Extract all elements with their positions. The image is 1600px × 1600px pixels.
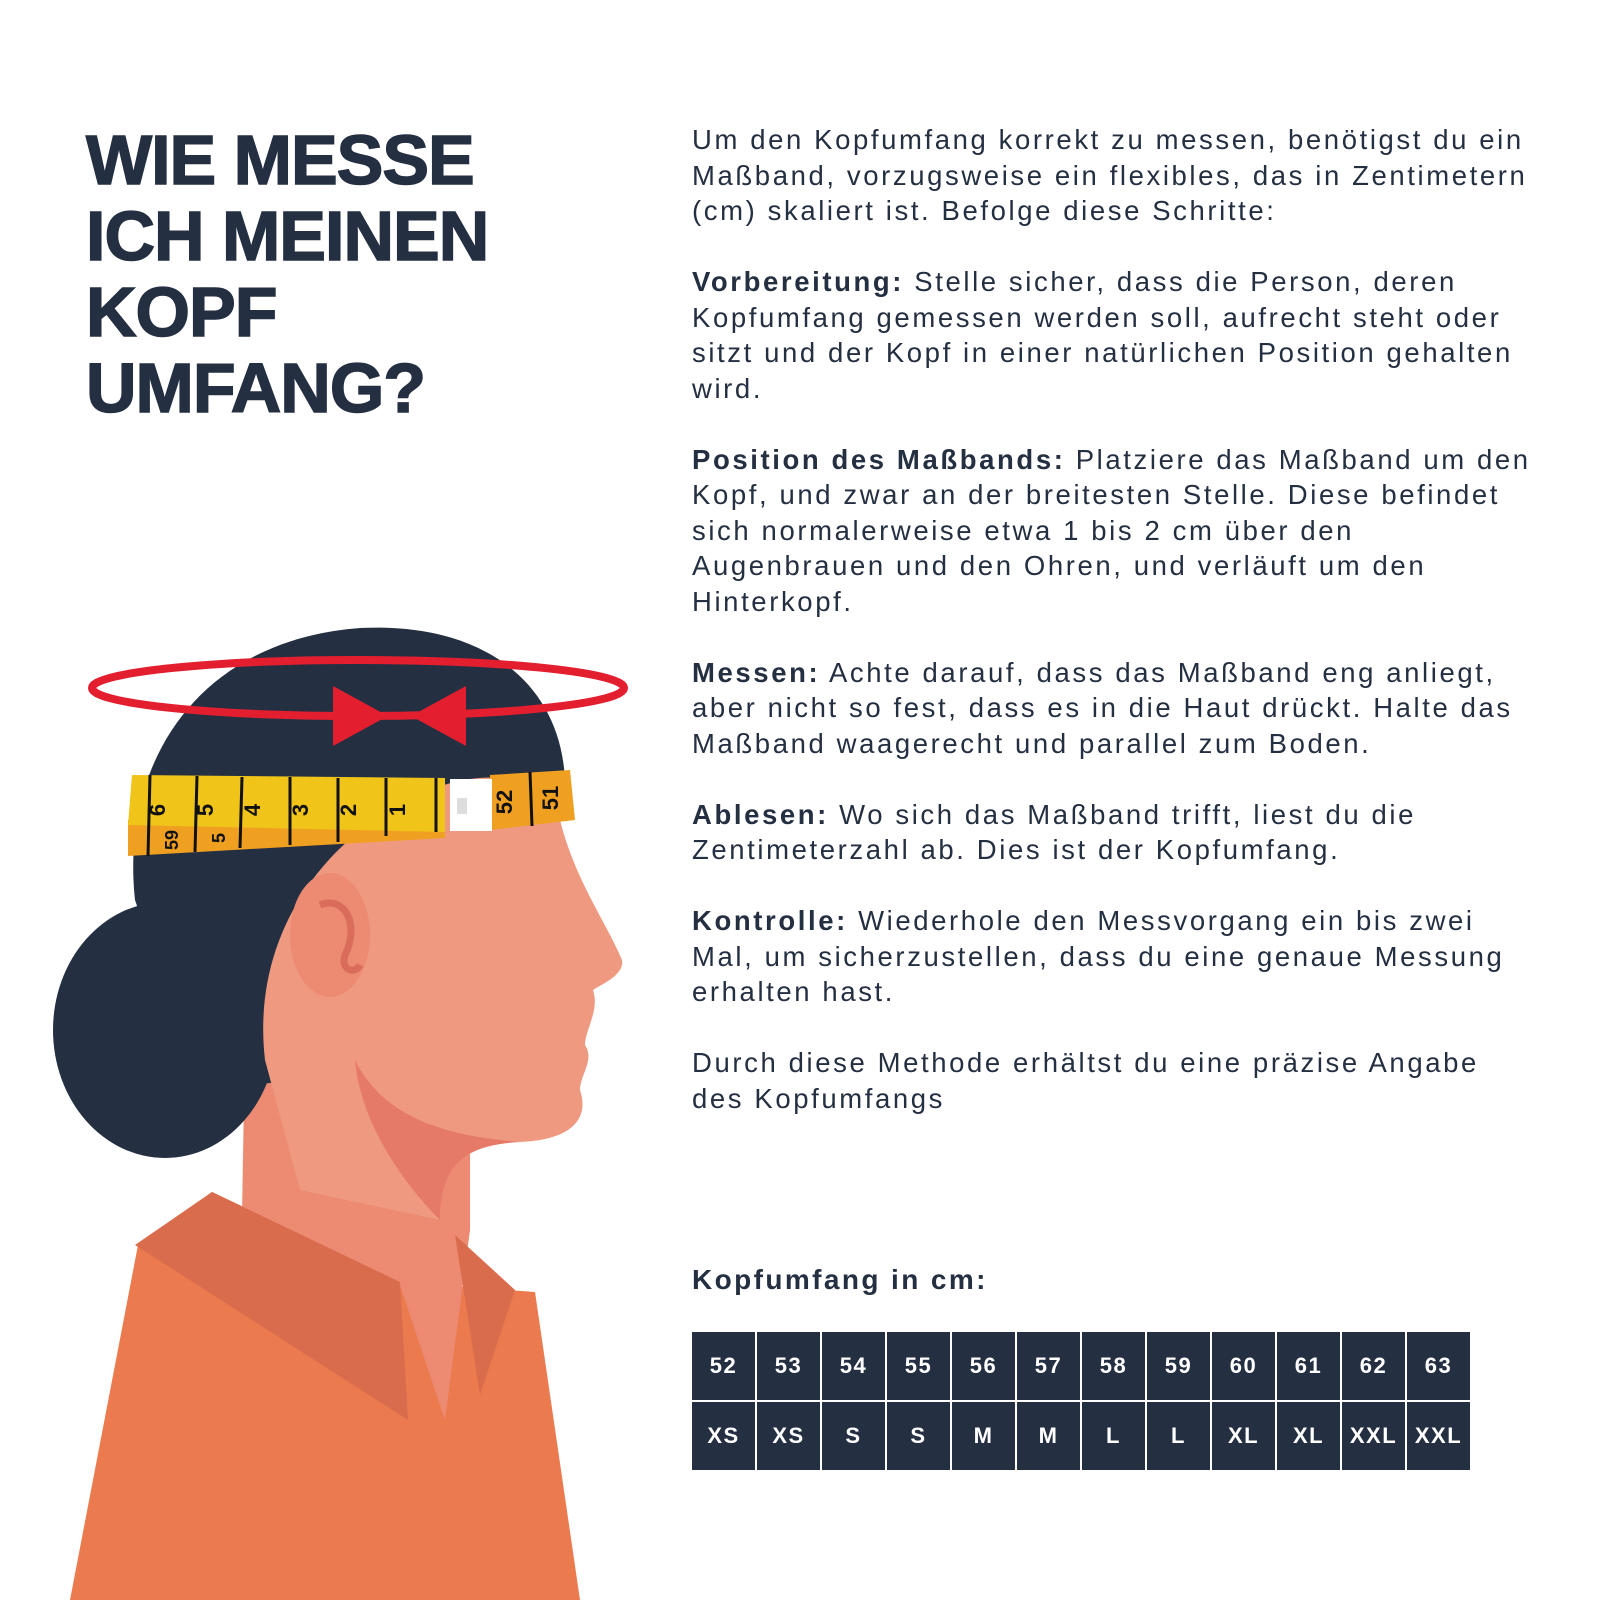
collar-left	[135, 1192, 408, 1420]
size-cell: L	[1082, 1402, 1145, 1470]
closing-text: Durch diese Methode erhältst du eine prä…	[692, 1047, 1479, 1114]
arrow-right-icon	[333, 686, 388, 746]
step-check: Kontrolle: Wiederhole den Messvorgang ei…	[692, 903, 1532, 1010]
size-cell: XS	[757, 1402, 820, 1470]
size-table-heading: Kopfumfang in cm:	[692, 1264, 988, 1295]
cm-cell: 60	[1212, 1332, 1275, 1400]
tape-mark: 6	[145, 804, 170, 816]
cm-cell: 58	[1082, 1332, 1145, 1400]
step-position: Position des Maßbands: Platziere das Maß…	[692, 442, 1532, 620]
arrow-left-icon	[411, 686, 466, 746]
tape-mark: 3	[288, 804, 313, 816]
tape-clip-slot	[457, 798, 467, 814]
step-read: Ablesen: Wo sich das Maßband trifft, lie…	[692, 797, 1532, 868]
tape-clip	[450, 779, 492, 831]
cm-cell: 54	[822, 1332, 885, 1400]
step-label: Ablesen:	[692, 798, 829, 830]
tape-mark: 2	[336, 804, 361, 816]
cm-cell: 57	[1017, 1332, 1080, 1400]
tape-mark: 51	[538, 786, 563, 810]
intro-text: Um den Kopfumfang korrekt zu messen, ben…	[692, 124, 1528, 226]
tape-mark: 59	[162, 830, 182, 850]
size-cell: XXL	[1342, 1402, 1405, 1470]
size-cell: M	[952, 1402, 1015, 1470]
instructions: Um den Kopfumfang korrekt zu messen, ben…	[692, 122, 1532, 1152]
size-cell: L	[1147, 1402, 1210, 1470]
cm-cell: 59	[1147, 1332, 1210, 1400]
cm-cell: 61	[1277, 1332, 1340, 1400]
ear-inner	[318, 899, 364, 974]
size-row: XS XS S S M M L L XL XL XXL XXL	[692, 1402, 1470, 1470]
cm-cell: 55	[887, 1332, 950, 1400]
cm-cell: 53	[757, 1332, 820, 1400]
step-measure: Messen: Achte darauf, dass das Maßband e…	[692, 655, 1532, 762]
collar-right	[455, 1235, 515, 1395]
cm-row: 52 53 54 55 56 57 58 59 60 61 62 63	[692, 1332, 1470, 1400]
step-text: Wiederhole den Messvorgang ein bis zwei …	[692, 905, 1505, 1007]
step-text: Achte darauf, dass das Maßband eng anlie…	[692, 656, 1513, 759]
tape-mark: 5	[193, 804, 218, 816]
tape-mark: 4	[240, 803, 265, 816]
size-cell: XL	[1212, 1402, 1275, 1470]
size-cell: S	[822, 1402, 885, 1470]
step-text: Platziere das Maßband um den Kopf, und z…	[692, 443, 1531, 617]
tape-mark: 5	[209, 833, 229, 843]
size-cell: XXL	[1407, 1402, 1470, 1470]
cm-cell: 63	[1407, 1332, 1470, 1400]
size-cell: S	[887, 1402, 950, 1470]
tape-front	[128, 775, 445, 832]
size-cell: XS	[692, 1402, 755, 1470]
cm-cell: 62	[1342, 1332, 1405, 1400]
page-title: WIE MESSE ICH MEINEN KOPF UMFANG?	[85, 121, 490, 427]
tape-mark: 52	[492, 790, 517, 814]
ear	[290, 873, 370, 997]
step-preparation: Vorbereitung: Stelle sicher, dass die Pe…	[692, 264, 1532, 406]
step-label: Messen:	[692, 656, 821, 688]
size-cell: XL	[1277, 1402, 1340, 1470]
tape-mark: 1	[385, 804, 410, 816]
step-label: Kontrolle:	[692, 905, 848, 936]
size-cell: M	[1017, 1402, 1080, 1470]
cm-cell: 56	[952, 1332, 1015, 1400]
step-label: Position des Maßbands:	[692, 443, 1066, 475]
jaw-shadow	[355, 1060, 520, 1220]
cm-cell: 52	[692, 1332, 755, 1400]
step-text: Wo sich das Maßband trifft, liest du die…	[692, 798, 1416, 866]
step-label: Vorbereitung:	[692, 266, 905, 297]
step-text: Stelle sicher, dass die Person, deren Ko…	[692, 266, 1513, 404]
size-table: 52 53 54 55 56 57 58 59 60 61 62 63 XS XS S S M M L L XL XL X…	[690, 1330, 1472, 1472]
